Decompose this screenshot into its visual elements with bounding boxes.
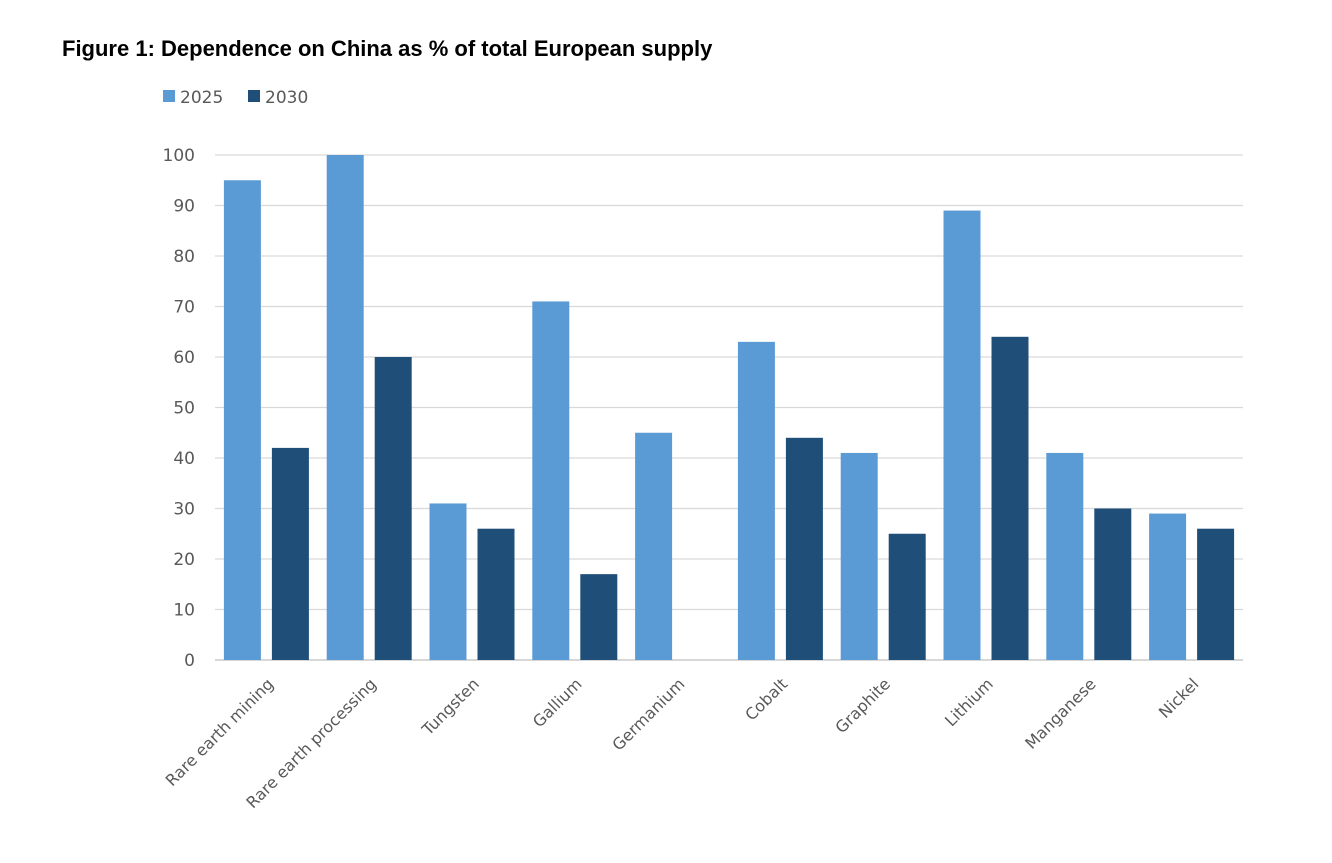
x-tick-label: Germanium bbox=[608, 674, 688, 754]
x-tick-label: Cobalt bbox=[741, 674, 791, 724]
bar-2030 bbox=[1197, 528, 1235, 660]
chart-title: Figure 1: Dependence on China as % of to… bbox=[62, 36, 713, 61]
bar-2025 bbox=[429, 503, 467, 660]
x-tick-label: Manganese bbox=[1021, 674, 1099, 752]
y-tick-label: 80 bbox=[173, 247, 195, 267]
bar-2030 bbox=[374, 357, 412, 660]
bar-2025 bbox=[635, 432, 673, 660]
bar-2025 bbox=[223, 180, 261, 660]
y-tick-label: 70 bbox=[173, 298, 195, 318]
bar-2025 bbox=[532, 301, 570, 660]
y-tick-label: 60 bbox=[173, 348, 195, 368]
bar-2030 bbox=[1094, 508, 1132, 660]
y-tick-label: 20 bbox=[173, 550, 195, 570]
y-tick-label: 50 bbox=[173, 399, 195, 419]
bar-2030 bbox=[991, 336, 1029, 660]
bar-2030 bbox=[888, 533, 926, 660]
y-tick-label: 0 bbox=[184, 651, 195, 671]
x-tick-label: Tungsten bbox=[418, 674, 483, 739]
bar-2030 bbox=[785, 437, 823, 660]
bar-2030 bbox=[580, 574, 618, 660]
bar-2025 bbox=[1149, 513, 1187, 660]
bar-2025 bbox=[326, 155, 364, 660]
x-tick-label: Lithium bbox=[941, 674, 997, 730]
y-tick-label: 100 bbox=[163, 146, 195, 166]
x-tick-label: Rare earth mining bbox=[162, 674, 278, 790]
legend-label: 2030 bbox=[265, 88, 308, 108]
y-tick-label: 30 bbox=[173, 500, 195, 520]
legend-label: 2025 bbox=[180, 88, 223, 108]
x-tick-label: Graphite bbox=[831, 674, 894, 737]
bar-2025 bbox=[943, 210, 981, 661]
x-tick-label: Gallium bbox=[529, 674, 586, 731]
y-tick-label: 90 bbox=[173, 197, 195, 217]
bar-2025 bbox=[737, 341, 775, 660]
legend-swatch-2025 bbox=[163, 90, 175, 102]
y-tick-label: 40 bbox=[173, 449, 195, 469]
bar-2025 bbox=[1046, 452, 1084, 660]
x-tick-label: Nickel bbox=[1155, 674, 1203, 722]
bar-2025 bbox=[840, 452, 878, 660]
bar-2030 bbox=[477, 528, 515, 660]
y-tick-label: 10 bbox=[173, 601, 195, 621]
bar-2030 bbox=[271, 447, 309, 660]
legend-swatch-2030 bbox=[248, 90, 260, 102]
